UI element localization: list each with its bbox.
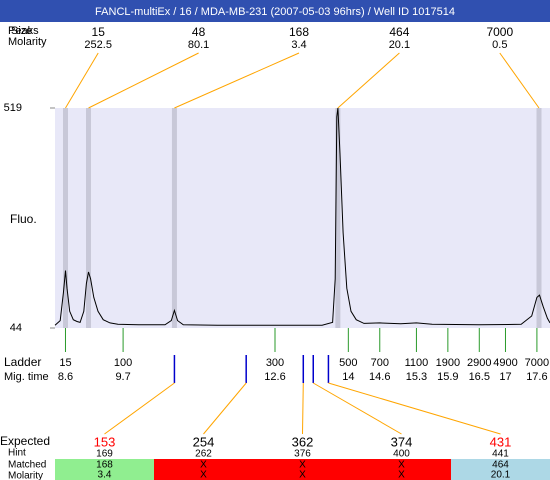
peak-leader [337,52,400,109]
peak-band [86,108,92,328]
row-label: Hint [8,448,26,459]
peak-band [536,108,542,328]
ladder-size: 700 [371,357,389,369]
matched: 464 [492,460,509,471]
expected: 254 [193,434,215,449]
molarity-label: Molarity [8,36,47,48]
ladder-size: 15 [59,357,71,369]
mig-label: Mig. time [4,371,49,383]
row-label: Molarity [8,471,43,480]
hint: 441 [492,449,509,460]
peak-molarity: 0.5 [492,39,507,51]
y-label: Fluo. [10,212,37,226]
status-cell [451,459,550,480]
expected: 374 [391,434,413,449]
ladder-mig-time: 17.6 [526,371,547,383]
trace [54,107,550,326]
ladder-size: 7000 [525,357,549,369]
peak-molarity: 80.1 [188,39,209,51]
ladder-mig-time: 9.7 [115,371,130,383]
hint-leader [203,382,247,435]
hint: 400 [393,449,410,460]
molarity: X [299,470,306,480]
peak-molarity: 20.1 [389,39,410,51]
ladder-mig-time: 14.6 [369,371,390,383]
y-tick-label: 519 [4,102,22,114]
peak-band [335,108,341,328]
status-cell [154,459,254,480]
ladder-size: 100 [114,357,132,369]
expected: 153 [94,434,116,449]
peak-band [171,108,177,328]
status-cell [55,459,155,480]
peak-size: 464 [389,25,409,39]
ladder-size: 1100 [405,357,429,369]
hint: 376 [294,449,311,460]
peaks-label: Peaks [8,25,39,37]
peak-leader [88,52,199,109]
ladder-label: Ladder [4,355,41,369]
molarity: X [398,470,405,480]
ladder-mig-time: 8.6 [58,371,73,383]
peak-leader [65,52,99,109]
ladder-mig-time: 15.9 [437,371,458,383]
ladder-size: 300 [266,357,284,369]
row-label: Expected [0,434,50,448]
matched: 168 [96,460,113,471]
hint: 169 [96,449,113,460]
hint: 262 [195,449,212,460]
matched: X [398,460,405,471]
ladder-size: 1900 [436,357,460,369]
ladder-mig-time: 17 [499,371,511,383]
matched: X [299,460,306,471]
hint-leader [302,382,304,435]
ladder-mig-time: 15.3 [406,371,427,383]
peak-molarity: 3.4 [291,39,306,51]
status-cell [352,459,452,480]
hint-leader [312,382,402,435]
molarity: X [200,470,207,480]
title: FANCL-multiEx / 16 / MDA-MB-231 (2007-05… [95,6,455,18]
peak-band [62,108,68,328]
peak-size: 48 [192,25,206,39]
peak-molarity: 252.5 [84,39,112,51]
peak-size: 168 [289,25,309,39]
status-cell [253,459,353,480]
size-label: Size [11,25,32,37]
peak-size: 15 [92,25,106,39]
peak-size: 7000 [486,25,513,39]
title-bar [0,0,550,22]
expected: 362 [292,434,314,449]
peak-leader [499,52,540,109]
plot-area [55,108,550,328]
hint-leader [328,382,501,435]
ladder-mig-time: 16.5 [469,371,490,383]
expected: 431 [490,434,512,449]
molarity: 3.4 [98,470,112,480]
ladder-size: 500 [339,357,357,369]
ladder-size: 4900 [493,357,517,369]
ladder-size: 2900 [467,357,491,369]
y-tick-label: 44 [10,322,22,334]
ladder-mig-time: 14 [342,371,354,383]
molarity: 20.1 [491,470,511,480]
matched: X [200,460,207,471]
peak-leader [174,52,300,109]
hint-leader [104,382,175,435]
ladder-mig-time: 12.6 [264,371,285,383]
row-label: Matched [8,460,46,471]
